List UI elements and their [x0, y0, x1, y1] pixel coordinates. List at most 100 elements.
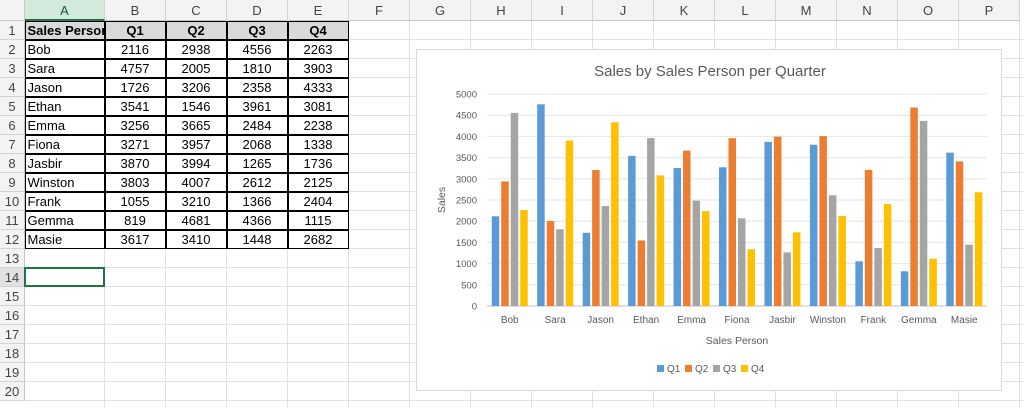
- select-all-corner[interactable]: [0, 0, 25, 21]
- row-header-2[interactable]: 2: [0, 40, 25, 59]
- sales-value-cell[interactable]: 3957: [165, 135, 227, 154]
- active-cell-selection[interactable]: [24, 267, 105, 287]
- sales-value-cell[interactable]: 819: [104, 211, 166, 230]
- sales-person-cell[interactable]: Ethan: [24, 97, 105, 116]
- sales-value-cell[interactable]: 3541: [104, 97, 166, 116]
- row-header-10[interactable]: 10: [0, 192, 25, 211]
- column-header-o[interactable]: O: [898, 0, 959, 21]
- sales-person-cell[interactable]: Jason: [24, 78, 105, 97]
- sales-value-cell[interactable]: 4007: [165, 173, 227, 192]
- column-header-m[interactable]: M: [776, 0, 837, 21]
- sales-value-cell[interactable]: 3870: [104, 154, 166, 173]
- sales-person-cell[interactable]: Fiona: [24, 135, 105, 154]
- column-header-a[interactable]: A: [25, 0, 105, 21]
- column-header-f[interactable]: F: [349, 0, 410, 21]
- column-header-j[interactable]: J: [593, 0, 654, 21]
- table-header-cell[interactable]: Q1: [104, 21, 166, 40]
- sales-value-cell[interactable]: 3256: [104, 116, 166, 135]
- row-header-19[interactable]: 19: [0, 363, 25, 382]
- sales-value-cell[interactable]: 3271: [104, 135, 166, 154]
- sales-value-cell[interactable]: 1055: [104, 192, 166, 211]
- row-header-15[interactable]: 15: [0, 287, 25, 306]
- sales-value-cell[interactable]: 1546: [165, 97, 227, 116]
- sales-value-cell[interactable]: 2612: [226, 173, 288, 192]
- sales-person-cell[interactable]: Frank: [24, 192, 105, 211]
- sales-value-cell[interactable]: 1265: [226, 154, 288, 173]
- row-header-6[interactable]: 6: [0, 116, 25, 135]
- row-header-5[interactable]: 5: [0, 97, 25, 116]
- row-header-8[interactable]: 8: [0, 154, 25, 173]
- sales-value-cell[interactable]: 1448: [226, 230, 288, 249]
- sales-value-cell[interactable]: 3803: [104, 173, 166, 192]
- sales-value-cell[interactable]: 2358: [226, 78, 288, 97]
- sales-value-cell[interactable]: 1115: [287, 211, 349, 230]
- row-header-13[interactable]: 13: [0, 249, 25, 268]
- row-header-14[interactable]: 14: [0, 268, 25, 287]
- sales-value-cell[interactable]: 2125: [287, 173, 349, 192]
- row-header-17[interactable]: 17: [0, 325, 25, 344]
- column-header-p[interactable]: P: [959, 0, 1020, 21]
- bar-chart[interactable]: Sales by Sales Person per Quarter 0 500 100…: [416, 49, 1002, 391]
- sales-value-cell[interactable]: 2404: [287, 192, 349, 211]
- sales-value-cell[interactable]: 1736: [287, 154, 349, 173]
- sales-value-cell[interactable]: 1338: [287, 135, 349, 154]
- sales-person-cell[interactable]: Bob: [24, 40, 105, 59]
- column-header-n[interactable]: N: [837, 0, 898, 21]
- sales-value-cell[interactable]: 2238: [287, 116, 349, 135]
- row-header-20[interactable]: 20: [0, 382, 25, 401]
- sales-value-cell[interactable]: 2484: [226, 116, 288, 135]
- sales-person-cell[interactable]: Winston: [24, 173, 105, 192]
- column-header-k[interactable]: K: [654, 0, 715, 21]
- row-header-4[interactable]: 4: [0, 78, 25, 97]
- row-header-7[interactable]: 7: [0, 135, 25, 154]
- sales-value-cell[interactable]: 2263: [287, 40, 349, 59]
- sales-value-cell[interactable]: 4757: [104, 59, 166, 78]
- column-header-i[interactable]: I: [532, 0, 593, 21]
- column-header-l[interactable]: L: [715, 0, 776, 21]
- sales-value-cell[interactable]: 3617: [104, 230, 166, 249]
- column-header-g[interactable]: G: [410, 0, 471, 21]
- sales-value-cell[interactable]: 2068: [226, 135, 288, 154]
- sales-value-cell[interactable]: 1726: [104, 78, 166, 97]
- sales-value-cell[interactable]: 4556: [226, 40, 288, 59]
- sales-value-cell[interactable]: 2682: [287, 230, 349, 249]
- table-header-cell[interactable]: Q3: [226, 21, 288, 40]
- sales-value-cell[interactable]: 2005: [165, 59, 227, 78]
- sales-person-cell[interactable]: Jasbir: [24, 154, 105, 173]
- column-header-h[interactable]: H: [471, 0, 532, 21]
- sales-value-cell[interactable]: 1810: [226, 59, 288, 78]
- row-header-16[interactable]: 16: [0, 306, 25, 325]
- row-header-18[interactable]: 18: [0, 344, 25, 363]
- sales-value-cell[interactable]: 3206: [165, 78, 227, 97]
- sales-value-cell[interactable]: 2116: [104, 40, 166, 59]
- sales-person-cell[interactable]: Sara: [24, 59, 105, 78]
- column-header-b[interactable]: B: [105, 0, 166, 21]
- row-header-12[interactable]: 12: [0, 230, 25, 249]
- row-header-3[interactable]: 3: [0, 59, 25, 78]
- column-header-d[interactable]: D: [227, 0, 288, 21]
- row-header-1[interactable]: 1: [0, 21, 25, 40]
- table-header-cell[interactable]: Q2: [165, 21, 227, 40]
- sales-value-cell[interactable]: 3081: [287, 97, 349, 116]
- sales-value-cell[interactable]: 3903: [287, 59, 349, 78]
- sales-value-cell[interactable]: 3665: [165, 116, 227, 135]
- sales-person-cell[interactable]: Masie: [24, 230, 105, 249]
- column-header-c[interactable]: C: [166, 0, 227, 21]
- sales-value-cell[interactable]: 2938: [165, 40, 227, 59]
- row-header-11[interactable]: 11: [0, 211, 25, 230]
- sales-value-cell[interactable]: 3210: [165, 192, 227, 211]
- legend-label-q3: Q3: [723, 364, 737, 375]
- sales-value-cell[interactable]: 3994: [165, 154, 227, 173]
- sales-value-cell[interactable]: 4366: [226, 211, 288, 230]
- table-header-cell[interactable]: Sales Person: [24, 21, 105, 40]
- sales-value-cell[interactable]: 4333: [287, 78, 349, 97]
- sales-value-cell[interactable]: 3410: [165, 230, 227, 249]
- sales-value-cell[interactable]: 1366: [226, 192, 288, 211]
- sales-value-cell[interactable]: 4681: [165, 211, 227, 230]
- column-header-e[interactable]: E: [288, 0, 349, 21]
- row-header-9[interactable]: 9: [0, 173, 25, 192]
- sales-value-cell[interactable]: 3961: [226, 97, 288, 116]
- table-header-cell[interactable]: Q4: [287, 21, 349, 40]
- sales-person-cell[interactable]: Emma: [24, 116, 105, 135]
- sales-person-cell[interactable]: Gemma: [24, 211, 105, 230]
